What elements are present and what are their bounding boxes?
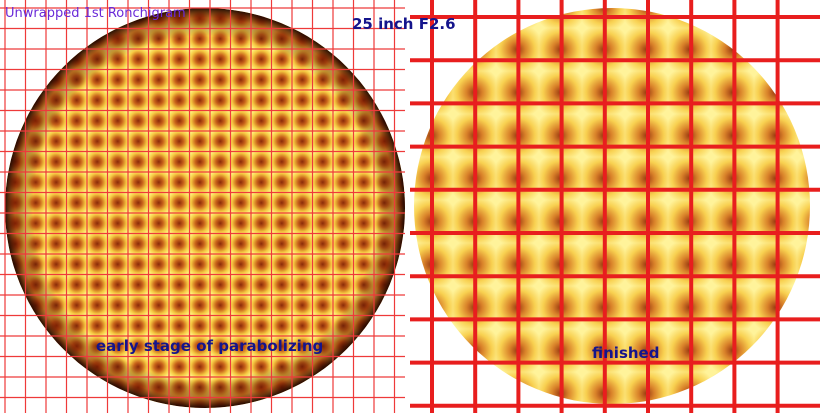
image-caption: Unwrapped 1st Ronchigram — [5, 6, 186, 21]
right-ronchigram — [414, 8, 810, 404]
right-fringes — [414, 8, 810, 404]
left-label: early stage of parabolizing — [96, 337, 323, 355]
title: 25 inch F2.6 — [352, 15, 456, 33]
right-grid — [410, 0, 820, 413]
right-label: finished — [592, 344, 659, 362]
left-rim — [5, 8, 405, 408]
left-grid — [0, 0, 405, 413]
left-ronchigram — [5, 8, 405, 408]
